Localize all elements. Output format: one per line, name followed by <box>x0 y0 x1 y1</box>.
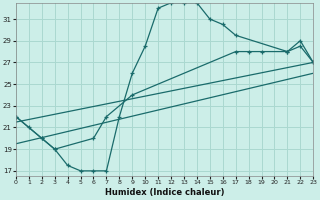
X-axis label: Humidex (Indice chaleur): Humidex (Indice chaleur) <box>105 188 224 197</box>
